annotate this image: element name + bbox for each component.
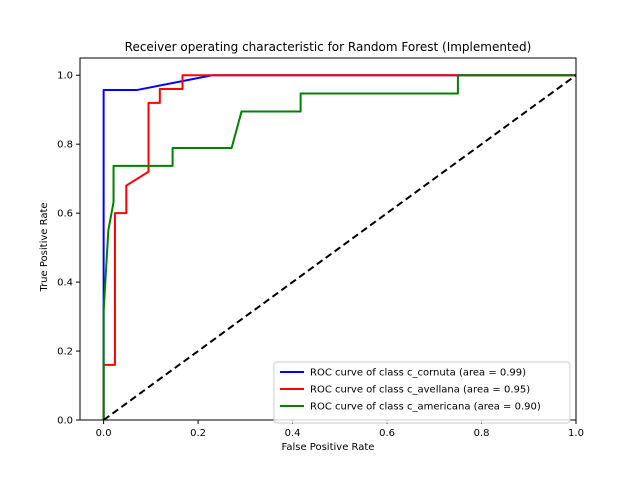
- x-tick-label: 1.0: [568, 428, 584, 439]
- y-tick-label: 0.4: [57, 278, 73, 289]
- y-tick-label: 0.0: [57, 416, 73, 427]
- legend-box: [273, 361, 571, 424]
- legend-label: ROC curve of class c_americana (area = 0…: [310, 402, 541, 413]
- x-axis-label: False Positive Rate: [282, 442, 375, 453]
- x-tick-label: 0.0: [96, 428, 112, 439]
- series-line-1: [102, 74, 576, 420]
- x-tick-label: 0.6: [379, 428, 395, 439]
- series-line-2: [102, 74, 576, 420]
- legend-label: ROC curve of class c_avellana (area = 0.…: [310, 385, 530, 396]
- y-tick-label: 0.2: [57, 347, 73, 358]
- plot-area: [79, 57, 577, 421]
- y-tick-label: 1.0: [57, 71, 73, 82]
- x-tick-label: 0.8: [474, 428, 490, 439]
- chart-title: Receiver operating characteristic for Ra…: [125, 40, 532, 54]
- y-tick-label: 0.8: [57, 140, 73, 151]
- y-axis-ticks: 0.0 0.2 0.4 0.6 0.8 1.0: [57, 71, 80, 427]
- y-axis-label: True Positive Rate: [39, 202, 50, 292]
- y-tick-label: 0.6: [57, 209, 73, 220]
- legend-label: ROC curve of class c_cornuta (area = 0.9…: [310, 368, 526, 379]
- reference-diagonal-line: [103, 74, 576, 420]
- x-tick-label: 0.4: [285, 428, 301, 439]
- x-tick-label: 0.2: [190, 428, 206, 439]
- legend: ROC curve of class c_cornuta (area = 0.9…: [273, 361, 571, 424]
